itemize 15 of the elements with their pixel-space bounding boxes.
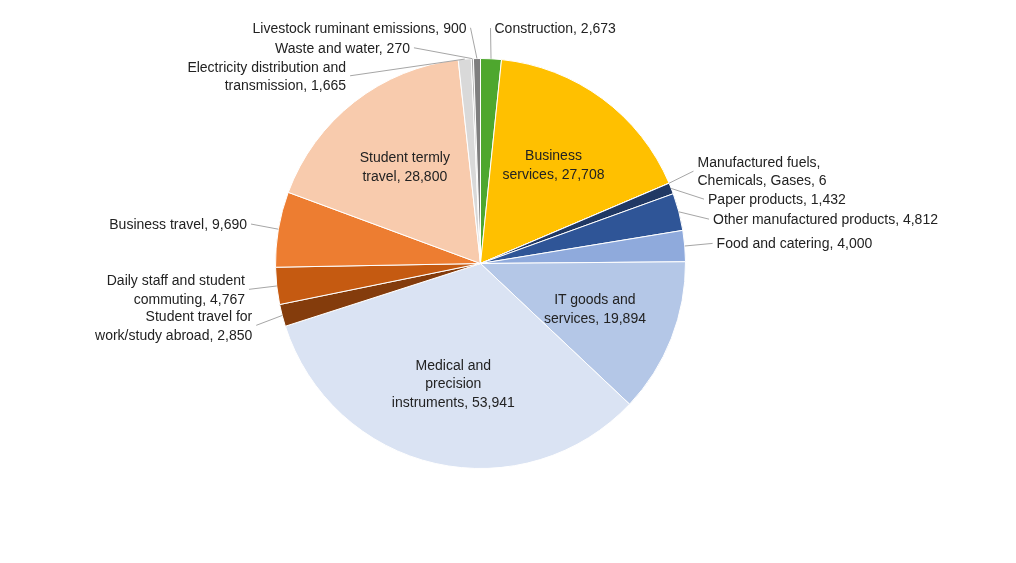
slice-label: Food and catering, 4,000 <box>716 235 873 252</box>
slice-label: IT goods and services, 19,894 <box>544 291 647 326</box>
slice-label: Paper products, 1,432 <box>708 191 846 208</box>
slice-label: Livestock ruminant emissions, 900 <box>252 19 467 36</box>
slice-label: Electricity distribution and transmission, 1,665 <box>187 58 347 93</box>
slice-label: Business travel, 9,690 <box>109 216 248 233</box>
slice-label: Daily staff and student commuting, 4,767 <box>106 272 246 307</box>
slice-label: Construction, 2,673 <box>494 20 617 37</box>
slice-label: Manufactured fuels, Chemicals, Gases, 6 <box>697 153 827 189</box>
slice-label: Student termly travel, 28,800 <box>359 149 450 184</box>
slice-label: Business services, 27,708 <box>502 147 605 182</box>
slice-label: Other manufactured products, 4,812 <box>713 211 939 228</box>
slice-label: Waste and water, 270 <box>275 39 411 56</box>
slice-label: Student travel for work/study abroad, 2,850 <box>94 308 253 343</box>
slice-label: Medical and precision instruments, 53,941 <box>391 357 516 410</box>
